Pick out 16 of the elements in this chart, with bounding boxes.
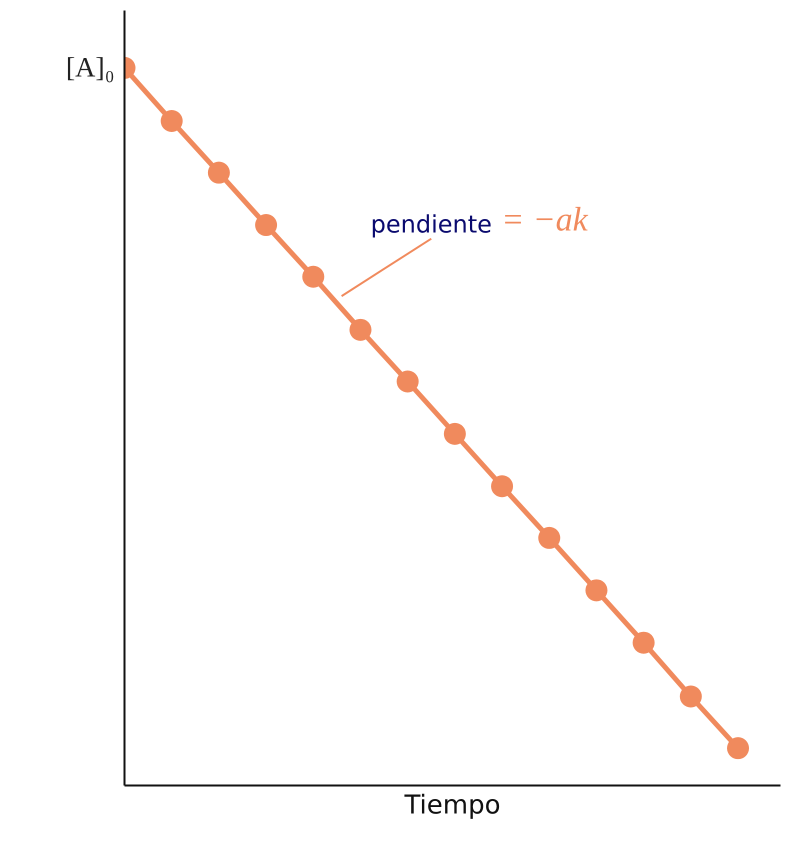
point xyxy=(302,266,324,288)
point xyxy=(632,632,655,654)
point xyxy=(491,475,514,498)
point xyxy=(585,579,608,602)
point xyxy=(396,370,419,392)
point xyxy=(160,110,183,132)
point xyxy=(538,526,560,549)
point xyxy=(444,422,466,445)
annotation: pendiente = −ak xyxy=(370,202,589,239)
point xyxy=(727,737,750,760)
x-axis-title: Tiempo xyxy=(403,790,501,820)
point xyxy=(255,214,278,236)
text: [A]₀ xyxy=(66,52,115,84)
point xyxy=(208,162,230,184)
point xyxy=(680,686,702,708)
point xyxy=(349,318,372,341)
